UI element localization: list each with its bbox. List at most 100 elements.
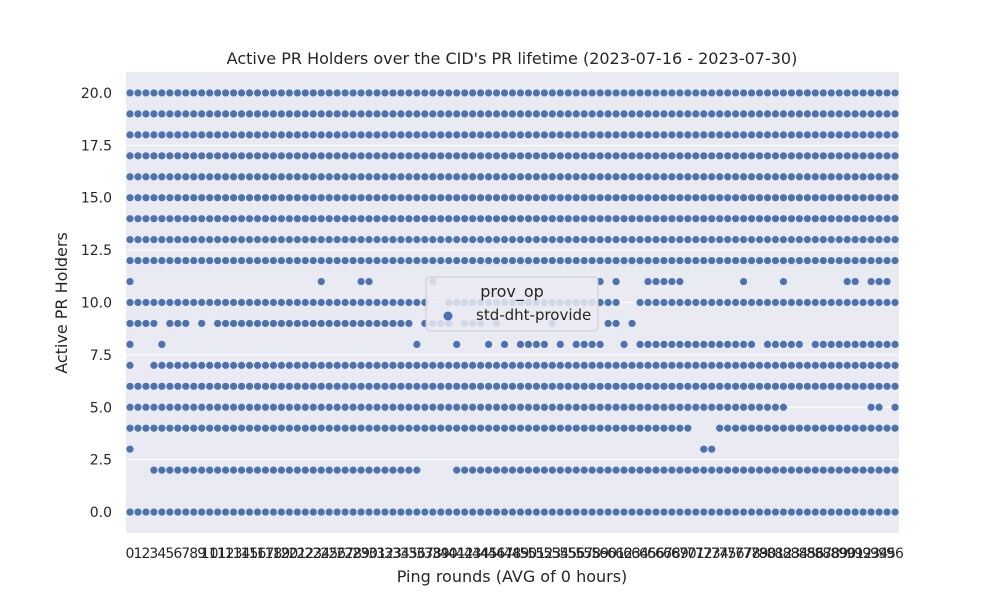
data-point: [198, 89, 206, 97]
data-point: [413, 424, 421, 432]
data-point: [708, 382, 716, 390]
data-point: [843, 256, 851, 265]
data-point: [779, 110, 788, 118]
data-point: [644, 361, 652, 369]
data-point: [413, 298, 421, 307]
data-point: [620, 424, 628, 432]
data-point: [325, 89, 333, 97]
data-point: [779, 131, 788, 139]
data-point: [851, 277, 859, 286]
data-point: [389, 319, 397, 328]
data-point: [755, 298, 764, 307]
data-point: [453, 466, 461, 474]
data-point: [875, 340, 883, 349]
data-point: [684, 215, 692, 223]
data-point: [381, 152, 389, 160]
data-point: [421, 382, 429, 390]
data-point: [891, 256, 899, 265]
data-point: [126, 340, 134, 349]
data-point: [620, 382, 628, 390]
data-point: [341, 508, 349, 516]
x-tick-label: 56: [567, 546, 585, 562]
data-point: [405, 215, 413, 223]
data-point: [803, 152, 811, 160]
data-point: [740, 110, 748, 118]
data-point: [206, 89, 214, 97]
data-point: [732, 110, 740, 118]
data-point: [405, 110, 413, 118]
data-point: [628, 131, 636, 139]
data-point: [676, 361, 684, 369]
data-point: [198, 256, 206, 265]
data-point: [803, 382, 811, 390]
data-point: [883, 89, 891, 97]
data-point: [373, 152, 381, 160]
data-point: [628, 319, 636, 328]
data-point: [716, 236, 724, 244]
y-tick-label: 20.0: [81, 86, 112, 102]
data-point: [453, 89, 461, 97]
data-point: [190, 361, 198, 369]
data-point: [381, 215, 389, 223]
data-point: [588, 508, 596, 516]
data-point: [716, 382, 724, 390]
data-point: [851, 236, 859, 244]
data-point: [429, 173, 437, 181]
x-tick-label: 36: [408, 546, 426, 562]
data-point: [365, 424, 373, 432]
data-point: [835, 361, 843, 369]
data-point: [835, 173, 843, 181]
data-point: [245, 131, 254, 139]
data-point: [206, 173, 214, 181]
data-point: [174, 466, 182, 474]
data-point: [732, 152, 740, 160]
data-point: [779, 256, 788, 265]
data-point: [540, 424, 548, 432]
data-point: [277, 173, 285, 181]
data-point: [397, 194, 405, 202]
data-point: [166, 508, 174, 516]
x-tick-label: 34: [392, 546, 410, 562]
data-point: [787, 194, 796, 202]
data-point: [867, 361, 875, 369]
data-point: [269, 215, 278, 223]
data-point: [357, 361, 365, 369]
data-point: [309, 152, 317, 160]
data-point: [389, 152, 397, 160]
data-point: [421, 236, 429, 244]
data-point: [803, 466, 811, 474]
data-point: [564, 236, 572, 244]
data-point: [229, 110, 238, 118]
x-tick-label: 16: [249, 546, 267, 562]
data-point: [357, 110, 365, 118]
data-point: [214, 361, 222, 369]
data-point: [524, 236, 533, 244]
data-point: [660, 340, 668, 349]
data-point: [891, 382, 899, 390]
data-point: [827, 256, 835, 265]
data-point: [309, 382, 317, 390]
data-point: [190, 152, 198, 160]
data-point: [740, 382, 748, 390]
data-point: [365, 194, 373, 202]
data-point: [620, 361, 628, 369]
data-point: [237, 110, 246, 118]
data-point: [126, 236, 134, 244]
data-point: [222, 382, 230, 390]
data-point: [484, 215, 493, 223]
data-point: [843, 110, 851, 118]
data-point: [747, 194, 756, 202]
data-point: [755, 215, 764, 223]
data-point: [524, 194, 533, 202]
data-point: [461, 424, 469, 432]
data-point: [612, 236, 620, 244]
data-point: [516, 382, 525, 390]
data-point: [405, 424, 413, 432]
data-point: [516, 152, 525, 160]
data-point: [277, 319, 285, 328]
data-point: [445, 256, 453, 265]
data-point: [724, 89, 732, 97]
data-point: [516, 403, 525, 411]
data-point: [779, 277, 788, 286]
